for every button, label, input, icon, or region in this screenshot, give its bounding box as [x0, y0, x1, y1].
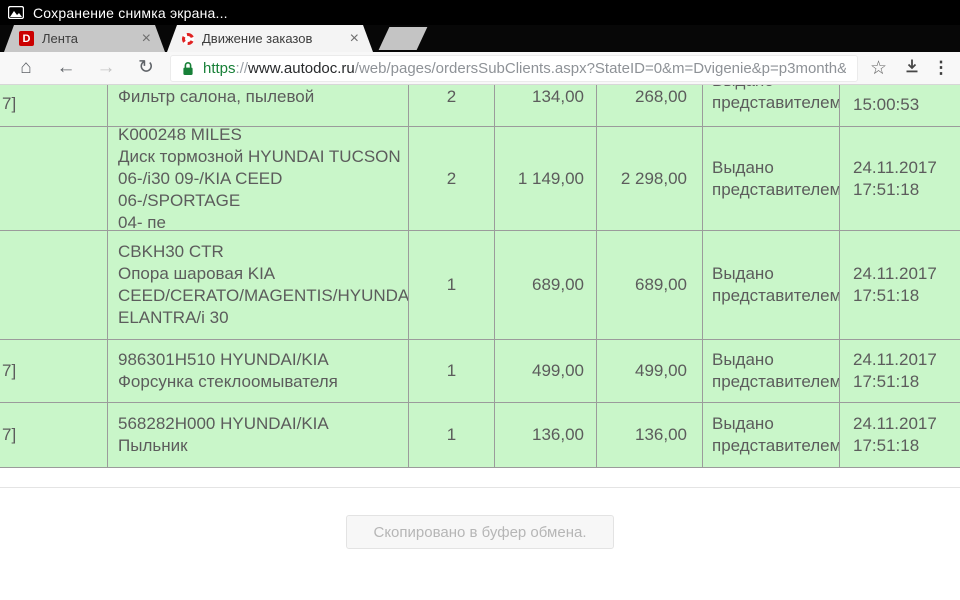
- product-name-cell: CBKH30 CTR Опора шаровая KIA CEED/CERATO…: [108, 231, 409, 339]
- quantity-cell: 1: [409, 340, 495, 402]
- price-cell: 689,00: [495, 231, 597, 339]
- url-address-bar[interactable]: https://www.autodoc.ru/web/pages/ordersS…: [170, 54, 858, 82]
- status-cell: Выдано представителем: [703, 231, 840, 339]
- product-name-cell: 986301H510 HYUNDAI/KIA Форсунка стеклоом…: [108, 340, 409, 402]
- product-name-cell: 568282H000 HYUNDAI/KIA Пыльник: [108, 403, 409, 467]
- browser-toolbar: ⌂ ← → ↻ https://www.autodoc.ru/web/pages…: [0, 52, 960, 85]
- autodoc-favicon-icon: [182, 33, 194, 45]
- table-row[interactable]: 7] 986301H510 HYUNDAI/KIA Форсунка стекл…: [0, 340, 960, 403]
- tab-dvizhenie-zakazov[interactable]: Движение заказов ×: [167, 25, 373, 52]
- order-ref-cell: 7]: [0, 85, 108, 126]
- total-cell: 268,00: [597, 85, 703, 126]
- secure-lock-icon: [183, 61, 193, 75]
- price-cell: 136,00: [495, 403, 597, 467]
- order-ref-cell: 7]: [0, 403, 108, 467]
- quantity-cell: 2: [409, 85, 495, 126]
- status-cell: Выдано представителем: [703, 403, 840, 467]
- reload-icon[interactable]: ↻: [138, 57, 154, 78]
- total-cell: 136,00: [597, 403, 703, 467]
- url-text: https://www.autodoc.ru/web/pages/ordersS…: [203, 59, 846, 77]
- date-cell: 15:00:53: [853, 95, 920, 114]
- android-status-bar: Сохранение снимка экрана...: [0, 0, 960, 25]
- order-ref-cell: [0, 231, 108, 339]
- product-name-cell: K000248 MILES Диск тормозной HYUNDAI TUC…: [108, 127, 409, 230]
- home-icon[interactable]: ⌂: [20, 57, 32, 78]
- close-tab-icon[interactable]: ×: [349, 29, 359, 47]
- clipboard-toast: Скопировано в буфер обмена.: [346, 515, 614, 549]
- tab-label: Движение заказов: [202, 31, 313, 46]
- table-row[interactable]: 7] Фильтр салона, пылевой 2 134,00 268,0…: [0, 85, 960, 127]
- download-icon[interactable]: [895, 58, 928, 79]
- date-cell: 24.11.2017 17:51:18: [853, 414, 937, 455]
- drive2-favicon-icon: D: [19, 31, 34, 46]
- close-tab-icon[interactable]: ×: [141, 29, 151, 47]
- tab-label: Лента: [42, 31, 78, 46]
- table-row[interactable]: K000248 MILES Диск тормозной HYUNDAI TUC…: [0, 127, 960, 231]
- total-cell: 689,00: [597, 231, 703, 339]
- tab-strip: D Лента × Движение заказов ×: [0, 25, 960, 52]
- order-ref-cell: 7]: [0, 340, 108, 402]
- table-row[interactable]: 7] 568282H000 HYUNDAI/KIA Пыльник 1 136,…: [0, 403, 960, 468]
- order-ref-cell: [0, 127, 108, 230]
- status-cell: Выдано представителем: [703, 340, 840, 402]
- status-cell: Выдано представителем: [703, 85, 840, 126]
- total-cell: 2 298,00: [597, 127, 703, 230]
- tab-lenta[interactable]: D Лента ×: [4, 25, 165, 52]
- bookmark-star-icon[interactable]: ☆: [869, 57, 888, 79]
- total-cell: 499,00: [597, 340, 703, 402]
- price-cell: 1 149,00: [495, 127, 597, 230]
- back-icon[interactable]: ←: [56, 57, 76, 78]
- date-cell: 24.11.2017 17:51:18: [853, 350, 937, 391]
- date-cell: 24.11.2017 17:51:18: [853, 157, 937, 199]
- date-cell: 24.11.2017 17:51:18: [853, 264, 937, 305]
- table-row[interactable]: CBKH30 CTR Опора шаровая KIA CEED/CERATO…: [0, 231, 960, 340]
- page-content: 7] Фильтр салона, пылевой 2 134,00 268,0…: [0, 85, 960, 600]
- background-tab-stub: [378, 27, 428, 50]
- quantity-cell: 2: [409, 127, 495, 230]
- browser-menu-icon[interactable]: ⋮: [932, 58, 950, 77]
- screenshot-icon: [8, 6, 24, 19]
- price-cell: 499,00: [495, 340, 597, 402]
- quantity-cell: 1: [409, 403, 495, 467]
- horizontal-divider: [0, 487, 960, 488]
- status-cell: Выдано представителем: [703, 127, 840, 230]
- notification-text: Сохранение снимка экрана...: [33, 4, 228, 21]
- quantity-cell: 1: [409, 231, 495, 339]
- price-cell: 134,00: [495, 85, 597, 126]
- forward-icon[interactable]: →: [96, 57, 116, 78]
- product-name-cell: Фильтр салона, пылевой: [108, 85, 409, 126]
